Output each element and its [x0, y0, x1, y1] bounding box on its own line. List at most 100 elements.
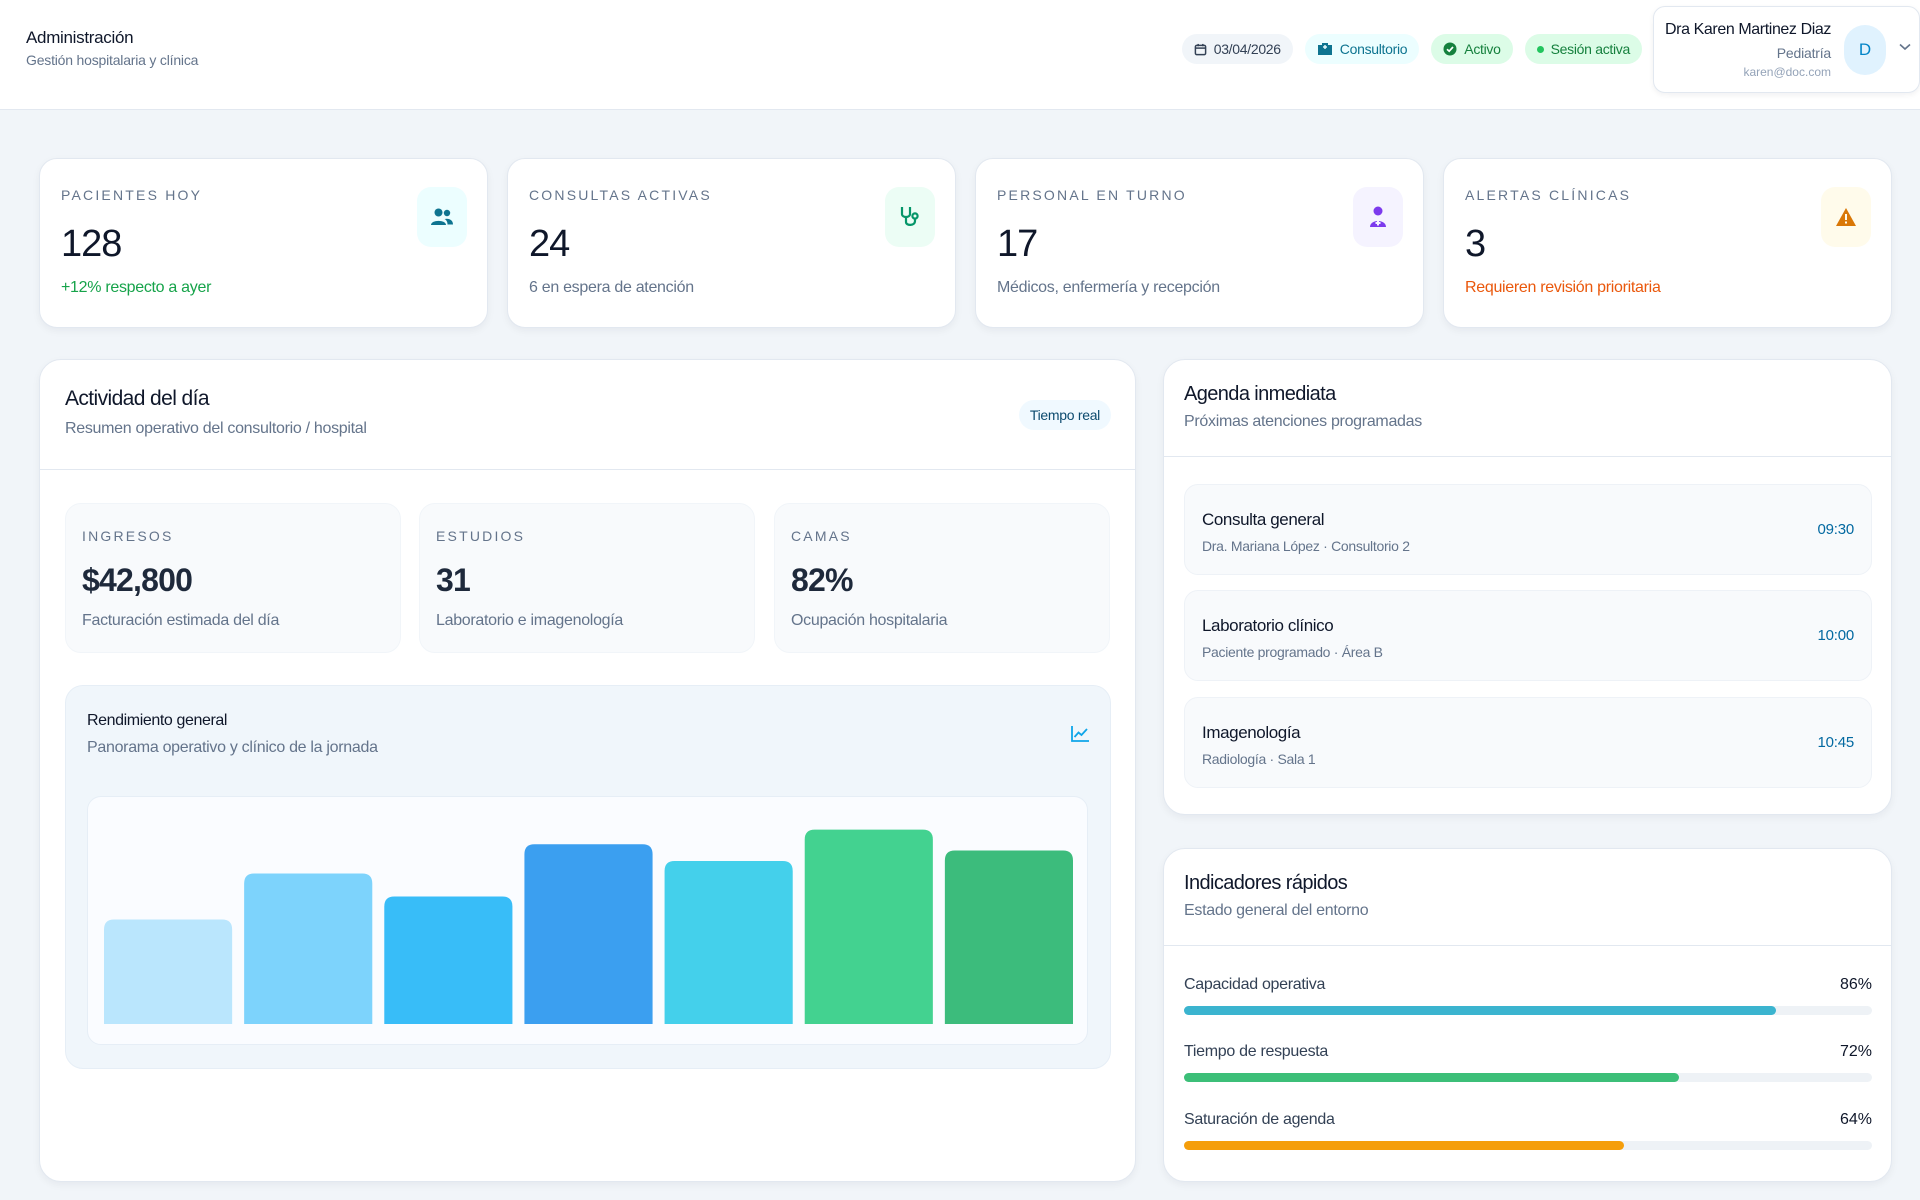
- active-status-text: Activo: [1464, 41, 1501, 57]
- kpi-note: Laboratorio e imagenología: [436, 612, 624, 629]
- stat-card-consultations[interactable]: CONSULTAS ACTIVAS 24 6 en espera de aten…: [507, 158, 956, 328]
- app-title: Administración: [26, 28, 134, 47]
- appointment-item[interactable]: Laboratorio clínico Paciente programado …: [1184, 590, 1872, 681]
- indicator-value: 64%: [1839, 1111, 1872, 1128]
- stat-note: Médicos, enfermería y recepción: [997, 279, 1220, 296]
- chart-bar-5[interactable]: [664, 860, 793, 1024]
- line-chart-icon[interactable]: [1070, 725, 1090, 743]
- kpi-value: 82%: [791, 562, 853, 598]
- progress-track: [1184, 1073, 1872, 1082]
- agenda-header: Agenda inmediata Próximas atenciones pro…: [1164, 360, 1891, 457]
- check-circle-icon: [1443, 42, 1457, 56]
- kpi-card-income[interactable]: INGRESOS $42,800 Facturación estimada de…: [65, 503, 401, 653]
- kpi-label: CAMAS: [791, 528, 852, 544]
- kpi-note: Facturación estimada del día: [82, 612, 280, 629]
- user-info: Dra Karen Martinez Diaz Pediatría karen@…: [1665, 21, 1831, 79]
- chart-bar-2[interactable]: [244, 873, 373, 1024]
- stat-value: 128: [61, 223, 122, 265]
- stat-value: 17: [997, 223, 1038, 265]
- calendar-icon: [1194, 43, 1207, 55]
- bar-chart-svg: [104, 829, 1073, 1025]
- stat-note: +12% respecto a ayer: [61, 279, 212, 296]
- indicators-panel: Indicadores rápidos Estado general del e…: [1163, 848, 1892, 1182]
- kpi-value: 31: [436, 562, 471, 598]
- performance-title: Rendimiento general: [87, 712, 228, 729]
- performance-subtitle: Panorama operativo y clínico de la jorna…: [87, 739, 378, 756]
- top-header: Administración Gestión hospitalaria y cl…: [0, 0, 1920, 110]
- place-text: Consultorio: [1339, 41, 1408, 57]
- kpi-label: INGRESOS: [82, 528, 174, 544]
- stat-note: 6 en espera de atención: [529, 279, 694, 296]
- kpi-note: Ocupación hospitalaria: [791, 612, 948, 629]
- kpi-card-studies[interactable]: ESTUDIOS 31 Laboratorio e imagenología: [419, 503, 755, 653]
- chart-bar-3[interactable]: [384, 896, 513, 1024]
- date-text: 03/04/2026: [1213, 41, 1281, 57]
- appointment-item[interactable]: Imagenología Radiología · Sala 1 10:45: [1184, 697, 1872, 788]
- chart-bar-7[interactable]: [944, 850, 1073, 1024]
- stat-label: ALERTAS CLÍNICAS: [1465, 187, 1632, 203]
- progress-fill: [1184, 1141, 1625, 1150]
- indicator-value: 72%: [1839, 1043, 1872, 1060]
- staff-icon: [1353, 187, 1403, 247]
- stat-label: PERSONAL EN TURNO: [997, 187, 1187, 203]
- progress-track: [1184, 1006, 1872, 1015]
- user-email: karen@doc.com: [1743, 65, 1831, 79]
- session-text: Sesión activa: [1550, 41, 1631, 57]
- active-status-pill[interactable]: Activo: [1431, 34, 1513, 64]
- activity-subtitle: Resumen operativo del consultorio / hosp…: [65, 420, 367, 437]
- chart-bar-4[interactable]: [524, 844, 653, 1024]
- session-pill[interactable]: Sesión activa: [1524, 34, 1642, 64]
- kpi-value: $42,800: [82, 562, 193, 598]
- agenda-subtitle: Próximas atenciones programadas: [1184, 413, 1422, 430]
- stat-value: 24: [529, 223, 570, 265]
- stat-note: Requieren revisión prioritaria: [1465, 279, 1661, 296]
- brand: Administración Gestión hospitalaria y cl…: [26, 28, 198, 68]
- indicators-title: Indicadores rápidos: [1184, 872, 1348, 894]
- kpi-card-beds[interactable]: CAMAS 82% Ocupación hospitalaria: [774, 503, 1110, 653]
- kpi-label: ESTUDIOS: [436, 528, 526, 544]
- performance-card: Rendimiento general Panorama operativo y…: [65, 685, 1111, 1069]
- user-menu[interactable]: Dra Karen Martinez Diaz Pediatría karen@…: [1653, 6, 1920, 93]
- avatar: D: [1844, 25, 1886, 75]
- user-name: Dra Karen Martinez Diaz: [1665, 21, 1831, 38]
- bar-chart: [87, 796, 1088, 1045]
- stat-card-alerts[interactable]: ALERTAS CLÍNICAS 3 Requieren revisión pr…: [1443, 158, 1892, 328]
- stat-label: PACIENTES HOY: [61, 187, 203, 203]
- progress-track: [1184, 1141, 1872, 1150]
- activity-title: Actividad del día: [65, 387, 210, 410]
- indicators-subtitle: Estado general del entorno: [1184, 902, 1369, 919]
- chevron-down-icon[interactable]: [1899, 43, 1911, 51]
- stat-value: 3: [1465, 223, 1486, 265]
- users-icon: [417, 187, 467, 247]
- date-pill[interactable]: 03/04/2026: [1181, 34, 1293, 64]
- appointment-time: 10:00: [1817, 627, 1854, 644]
- progress-fill: [1184, 1006, 1776, 1015]
- appointment-detail: Radiología · Sala 1: [1202, 751, 1316, 767]
- indicators-header: Indicadores rápidos Estado general del e…: [1164, 849, 1891, 946]
- appointment-time: 10:45: [1817, 734, 1854, 751]
- place-pill[interactable]: Consultorio: [1304, 34, 1420, 64]
- agenda-panel: Agenda inmediata Próximas atenciones pro…: [1163, 359, 1892, 815]
- appointment-title: Imagenología: [1202, 723, 1301, 742]
- indicator-label: Saturación de agenda: [1184, 1111, 1335, 1128]
- realtime-badge: Tiempo real: [1018, 400, 1111, 430]
- chart-bar-6[interactable]: [804, 829, 933, 1024]
- agenda-title: Agenda inmediata: [1184, 383, 1336, 405]
- appointment-title: Laboratorio clínico: [1202, 616, 1334, 635]
- chart-bar-1[interactable]: [104, 919, 233, 1025]
- appointment-time: 09:30: [1817, 521, 1854, 538]
- stat-card-staff[interactable]: PERSONAL EN TURNO 17 Médicos, enfermería…: [975, 158, 1424, 328]
- appointment-title: Consulta general: [1202, 510, 1325, 529]
- appointment-detail: Paciente programado · Área B: [1202, 644, 1383, 660]
- stethoscope-icon: [885, 187, 935, 247]
- appointment-item[interactable]: Consulta general Dra. Mariana López · Co…: [1184, 484, 1872, 575]
- stat-card-patients[interactable]: PACIENTES HOY 128 +12% respecto a ayer: [39, 158, 488, 328]
- progress-fill: [1184, 1073, 1680, 1082]
- warning-icon: [1821, 187, 1871, 247]
- session-dot-icon: [1536, 45, 1544, 53]
- indicator-value: 86%: [1839, 976, 1872, 993]
- indicator-label: Tiempo de respuesta: [1184, 1043, 1329, 1060]
- status-pills: 03/04/2026 Consultorio Activo Sesión act…: [1181, 34, 1642, 64]
- appointment-detail: Dra. Mariana López · Consultorio 2: [1202, 538, 1410, 554]
- user-role: Pediatría: [1776, 45, 1831, 61]
